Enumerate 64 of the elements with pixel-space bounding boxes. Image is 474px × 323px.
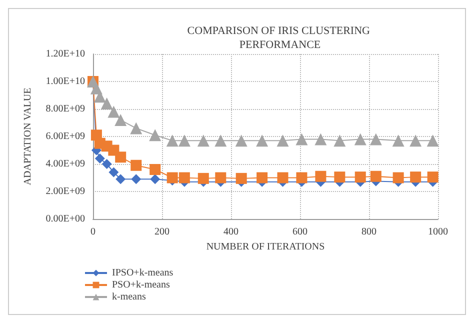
chart-title: COMPARISON OF IRIS CLUSTERING PERFORMANCE [187,25,373,51]
x-tick-label: 0 [90,226,96,238]
y-tick-label: 8.00E+09 [46,104,85,114]
y-tick-label: 2.00E+09 [46,186,85,197]
point [102,159,112,169]
x-tick-label: 200 [154,226,170,238]
point [108,167,119,178]
point [116,174,126,184]
point [370,170,382,182]
x-tick-label: 600 [292,226,308,238]
point [131,174,142,184]
point [426,134,439,147]
point [277,172,288,184]
y-tick-label: 4.00E+09 [46,158,85,170]
point [334,172,346,183]
x-tick-label: 800 [362,226,376,238]
y-tick-label: 6.00E+09 [46,131,85,142]
point [410,134,422,147]
point [392,134,404,147]
legend-label: IPSO+k-means [112,268,174,278]
point [178,134,190,147]
point [315,170,326,182]
y-tick-label: 0.00E+00 [46,214,85,224]
point [100,98,113,110]
point [115,152,126,163]
point [150,174,160,184]
point [256,134,268,147]
x-tick-label: 1000 [428,226,448,238]
point [370,133,382,146]
point [427,172,438,183]
point [334,134,346,147]
point [296,133,308,146]
point [94,154,105,164]
point [215,172,226,184]
y-axis-title: ADAPTATION VALUE [22,88,34,186]
point [410,172,422,183]
point [214,134,227,147]
point [314,133,327,146]
point [296,172,308,184]
point [198,172,209,184]
point [90,82,102,94]
legend-label: k-means [112,292,146,302]
point [149,129,162,142]
point [166,172,178,184]
point [197,134,210,147]
point [178,172,190,184]
point [150,164,161,175]
y-tick-label: 1.20E+10 [46,48,85,60]
point [114,114,127,126]
legend-label: PSO+k-means [112,280,170,290]
point [108,106,120,118]
point [392,172,404,184]
point [166,134,178,147]
point [236,172,247,184]
point [354,133,366,146]
point [235,134,248,147]
point [130,160,142,171]
point [354,172,366,183]
point [276,134,289,147]
x-axis-title: NUMBER OF ITERATIONS [206,241,325,252]
point [130,122,142,134]
y-tick-label: 1.00E+10 [46,76,85,87]
x-tick-label: 400 [224,226,238,238]
point [256,172,268,184]
